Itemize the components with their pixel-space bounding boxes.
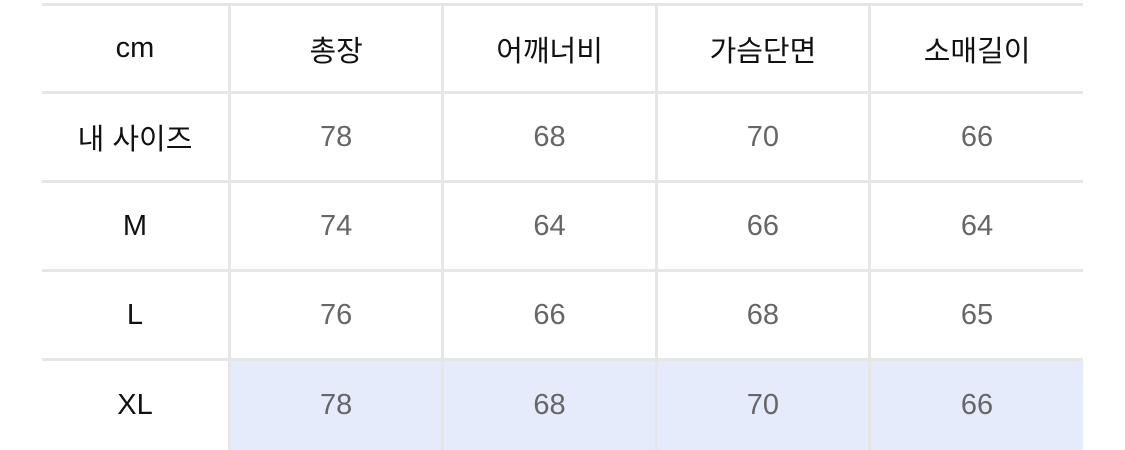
cell-value: 66 <box>443 271 656 360</box>
cell-value: 76 <box>230 271 443 360</box>
cell-value: 65 <box>870 271 1083 360</box>
cell-value: 78 <box>230 360 443 450</box>
table-row-highlighted: XL 78 68 70 66 <box>42 360 1083 450</box>
table-row: L 76 66 68 65 <box>42 271 1083 360</box>
header-shoulder-width: 어깨너비 <box>443 5 656 93</box>
header-sleeve-length: 소매길이 <box>870 5 1083 93</box>
header-total-length: 총장 <box>230 5 443 93</box>
cell-value: 66 <box>870 93 1083 182</box>
cell-value: 68 <box>443 360 656 450</box>
cell-value: 70 <box>656 93 869 182</box>
cell-value: 66 <box>870 360 1083 450</box>
size-table: cm 총장 어깨너비 가슴단면 소매길이 내 사이즈 78 68 70 66 M… <box>42 3 1083 450</box>
table-row: M 74 64 66 64 <box>42 182 1083 271</box>
cell-value: 64 <box>443 182 656 271</box>
header-row: cm 총장 어깨너비 가슴단면 소매길이 <box>42 5 1083 93</box>
cell-value: 78 <box>230 93 443 182</box>
cell-value: 64 <box>870 182 1083 271</box>
cell-value: 66 <box>656 182 869 271</box>
cell-value: 70 <box>656 360 869 450</box>
row-label: L <box>42 271 230 360</box>
row-label: M <box>42 182 230 271</box>
table-row: 내 사이즈 78 68 70 66 <box>42 93 1083 182</box>
row-label: XL <box>42 360 230 450</box>
cell-value: 68 <box>656 271 869 360</box>
cell-value: 68 <box>443 93 656 182</box>
header-chest-width: 가슴단면 <box>656 5 869 93</box>
row-label: 내 사이즈 <box>42 93 230 182</box>
header-unit: cm <box>42 5 230 93</box>
cell-value: 74 <box>230 182 443 271</box>
